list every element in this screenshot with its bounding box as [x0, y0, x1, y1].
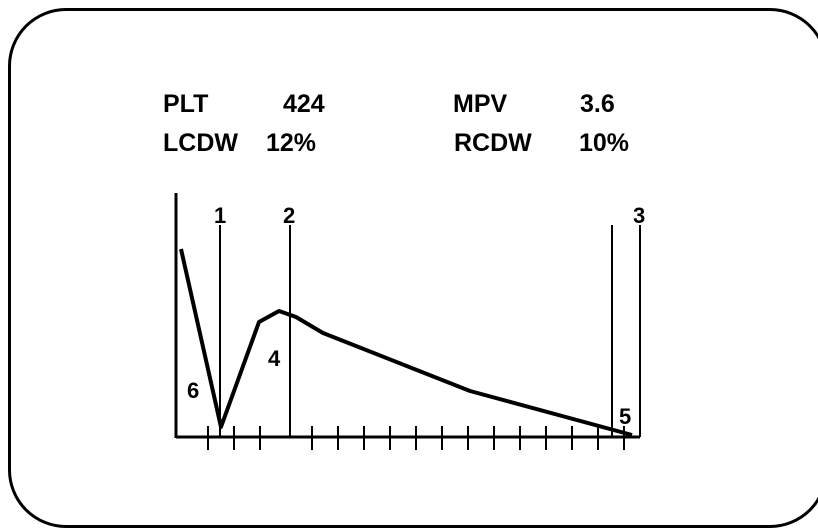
rcdw-label: RCDW — [454, 129, 532, 157]
histogram-panel — [8, 8, 818, 528]
marker-5: 5 — [619, 404, 631, 429]
lcdw-value: 12% — [266, 129, 317, 157]
marker-4: 4 — [268, 346, 281, 371]
mpv-label: MPV — [453, 90, 508, 118]
platelet-histogram: 1 2 3 4 5 6 — [174, 193, 645, 450]
plt-label: PLT — [163, 90, 209, 118]
marker-3: 3 — [633, 203, 645, 228]
rcdw-value: 10% — [579, 129, 630, 157]
histogram-curve — [179, 248, 633, 437]
mpv-value: 3.6 — [580, 90, 615, 118]
lcdw-label: LCDW — [163, 129, 238, 157]
plt-value: 424 — [283, 90, 325, 118]
marker-1: 1 — [214, 203, 226, 228]
marker-2: 2 — [283, 203, 295, 228]
x-axis-ticks — [207, 426, 625, 450]
marker-6: 6 — [187, 378, 199, 403]
